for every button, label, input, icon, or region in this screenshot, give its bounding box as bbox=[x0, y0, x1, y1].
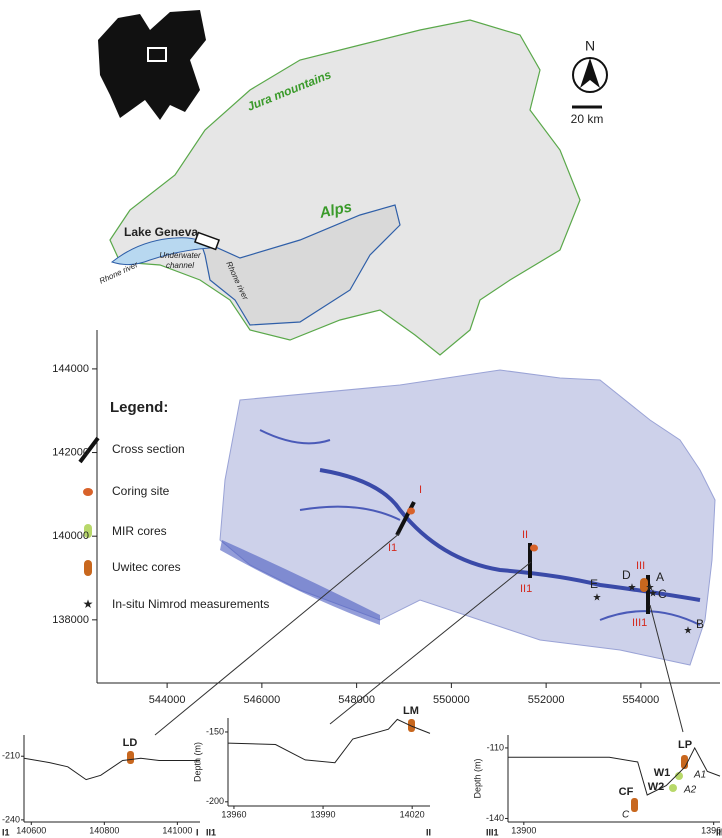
leader-line bbox=[649, 604, 684, 733]
x-tick-label: 548000 bbox=[338, 694, 375, 706]
profile-end: III1 bbox=[486, 827, 499, 837]
channel-label: channel bbox=[166, 261, 194, 270]
profile-end: II bbox=[426, 827, 431, 837]
legend-icon bbox=[84, 524, 92, 538]
section-label: III1 bbox=[632, 617, 647, 629]
profile-line bbox=[227, 718, 431, 764]
scale-label: 20 km bbox=[571, 112, 604, 126]
x-tick-label: 140600 bbox=[16, 825, 46, 835]
profile-end: I bbox=[196, 827, 199, 837]
station-label: A2 bbox=[683, 785, 697, 796]
station-label: C bbox=[658, 587, 667, 601]
channel-label: Underwater bbox=[159, 251, 201, 260]
station-label: A1 bbox=[693, 770, 706, 781]
y-tick-label: -150 bbox=[206, 726, 224, 736]
core-label: LP bbox=[678, 739, 692, 751]
lake-label: Lake Geneva bbox=[124, 225, 198, 239]
x-tick-label: 13990 bbox=[311, 809, 336, 819]
legend-item: Cross section bbox=[112, 442, 185, 456]
y-axis-label: Depth (m) bbox=[472, 758, 482, 798]
station-star: ★ bbox=[646, 583, 655, 594]
x-tick-label: 14020 bbox=[400, 809, 425, 819]
y-tick-label: -140 bbox=[486, 813, 504, 823]
y-tick-label: 138000 bbox=[52, 614, 89, 626]
channel bbox=[319, 468, 701, 602]
x-tick-label: 141000 bbox=[162, 825, 192, 835]
legend-item: Coring site bbox=[112, 484, 170, 498]
x-tick-label: 552000 bbox=[528, 694, 565, 706]
legend-item: In-situ Nimrod measurements bbox=[112, 597, 269, 611]
y-tick-label: 140000 bbox=[52, 530, 89, 542]
leader-line bbox=[154, 532, 401, 736]
section-label: I bbox=[419, 484, 422, 496]
x-tick-label: 13900 bbox=[511, 825, 536, 835]
station-label: E bbox=[590, 577, 598, 591]
section-label: II1 bbox=[520, 583, 532, 595]
legend-icon: ★ bbox=[83, 597, 94, 611]
north-label: N bbox=[585, 38, 595, 54]
station-star: ★ bbox=[684, 626, 693, 637]
core bbox=[631, 798, 638, 812]
profile-line bbox=[23, 757, 200, 781]
legend-item: Uwitec cores bbox=[112, 560, 181, 574]
y-tick-label: -240 bbox=[2, 814, 20, 824]
station-star: ★ bbox=[649, 589, 658, 600]
coring-site bbox=[530, 544, 538, 552]
core-label: W2 bbox=[648, 781, 665, 793]
station-star: ★ bbox=[593, 593, 602, 604]
section-label: I1 bbox=[388, 542, 397, 554]
legend-icon bbox=[78, 436, 100, 464]
x-tick-label: 546000 bbox=[244, 694, 281, 706]
slope bbox=[220, 540, 380, 625]
legend-icon bbox=[84, 560, 92, 576]
profile-end: I1 bbox=[2, 827, 10, 837]
legend-icon bbox=[83, 488, 93, 496]
north-arrow bbox=[580, 58, 600, 88]
station-label: C bbox=[622, 810, 630, 821]
core bbox=[669, 784, 677, 792]
core-label: LM bbox=[403, 705, 419, 717]
y-tick-label: -200 bbox=[206, 796, 224, 806]
core bbox=[408, 719, 415, 732]
y-tick-label: 144000 bbox=[52, 363, 89, 375]
x-tick-label: 554000 bbox=[623, 694, 660, 706]
core bbox=[675, 772, 683, 780]
core bbox=[127, 751, 134, 764]
y-axis-label: Depth (m) bbox=[192, 742, 202, 782]
profile-end: II1 bbox=[206, 827, 216, 837]
core-label: CF bbox=[619, 786, 634, 798]
section-label: II bbox=[522, 529, 528, 541]
leader-line bbox=[329, 561, 532, 725]
y-tick-label: 142000 bbox=[52, 446, 89, 458]
coring-site bbox=[640, 578, 648, 592]
cross-section bbox=[395, 501, 416, 536]
x-tick-label: 13960 bbox=[221, 809, 246, 819]
valais bbox=[198, 204, 401, 326]
y-tick-label: -210 bbox=[2, 751, 20, 761]
x-tick-label: 550000 bbox=[433, 694, 470, 706]
x-tick-label: 140800 bbox=[89, 825, 119, 835]
alps-label: Alps bbox=[317, 198, 353, 222]
x-tick-label: 13960 bbox=[701, 825, 722, 835]
x-tick-label: 544000 bbox=[149, 694, 186, 706]
core-label: LD bbox=[123, 737, 138, 749]
y-tick-label: -110 bbox=[487, 742, 504, 752]
core-label: W1 bbox=[654, 767, 671, 779]
profile-line bbox=[508, 746, 721, 796]
profile-end: III bbox=[716, 827, 722, 837]
station-star: ★ bbox=[628, 583, 637, 594]
station-label: D bbox=[622, 568, 631, 582]
station-label: B bbox=[696, 617, 704, 631]
legend-item: MIR cores bbox=[112, 524, 167, 538]
area-box bbox=[147, 47, 167, 62]
coring-site bbox=[407, 507, 415, 515]
section-label: III bbox=[636, 560, 645, 572]
europe-inset bbox=[98, 10, 206, 120]
channel-box bbox=[193, 231, 221, 251]
station-label: A bbox=[656, 570, 664, 584]
legend-title: Legend: bbox=[110, 399, 168, 416]
